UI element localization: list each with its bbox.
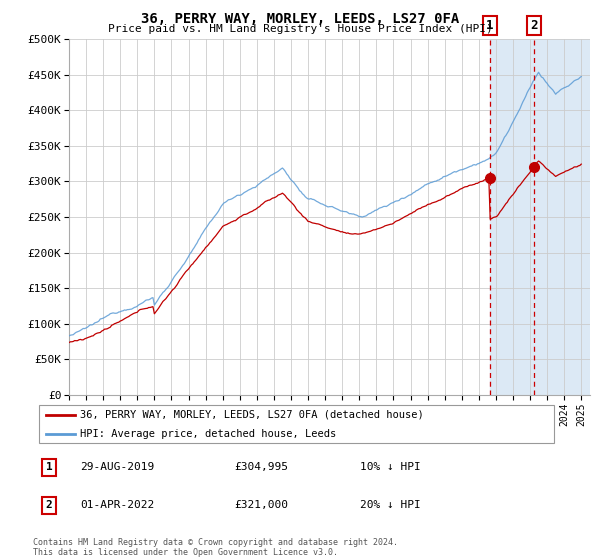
Text: 01-APR-2022: 01-APR-2022: [80, 500, 155, 510]
Text: Price paid vs. HM Land Registry's House Price Index (HPI): Price paid vs. HM Land Registry's House …: [107, 24, 493, 34]
Text: 36, PERRY WAY, MORLEY, LEEDS, LS27 0FA: 36, PERRY WAY, MORLEY, LEEDS, LS27 0FA: [141, 12, 459, 26]
Text: 20% ↓ HPI: 20% ↓ HPI: [359, 500, 421, 510]
Text: 36, PERRY WAY, MORLEY, LEEDS, LS27 0FA (detached house): 36, PERRY WAY, MORLEY, LEEDS, LS27 0FA (…: [80, 409, 424, 419]
Text: £321,000: £321,000: [235, 500, 289, 510]
Bar: [490, 39, 590, 395]
Text: 2: 2: [46, 500, 52, 510]
Text: £304,995: £304,995: [235, 463, 289, 473]
Text: 29-AUG-2019: 29-AUG-2019: [80, 463, 155, 473]
Text: 2: 2: [530, 19, 538, 32]
Text: HPI: Average price, detached house, Leeds: HPI: Average price, detached house, Leed…: [80, 429, 337, 439]
Text: 10% ↓ HPI: 10% ↓ HPI: [359, 463, 421, 473]
Text: Contains HM Land Registry data © Crown copyright and database right 2024.
This d: Contains HM Land Registry data © Crown c…: [33, 538, 398, 557]
Text: 1: 1: [487, 19, 494, 32]
FancyBboxPatch shape: [38, 405, 554, 443]
Text: 1: 1: [46, 463, 52, 473]
